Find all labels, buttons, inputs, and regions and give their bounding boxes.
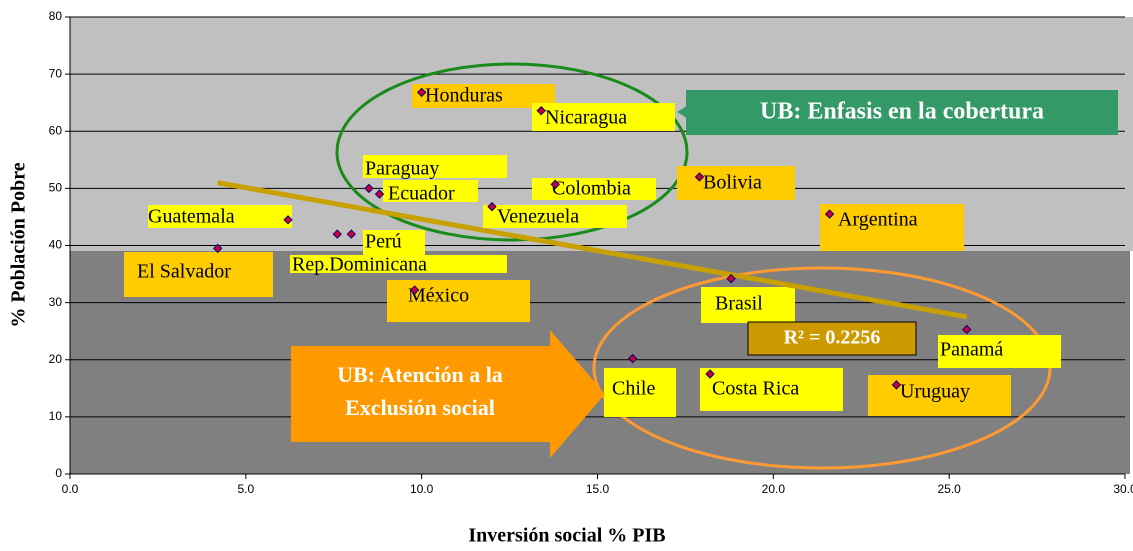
label-box xyxy=(483,205,627,228)
point-label: Colombia xyxy=(552,178,631,200)
r2-label: R² = 0.2256 xyxy=(784,327,881,349)
green-callout xyxy=(686,90,1118,135)
label-box xyxy=(532,178,656,200)
x-tick-label: 25.0 xyxy=(937,482,961,496)
point xyxy=(962,324,972,335)
label-box xyxy=(363,230,425,255)
point xyxy=(536,105,546,116)
x-tick-label: 30.0 xyxy=(1113,482,1133,496)
point xyxy=(346,229,357,239)
y-tick-label: 0 xyxy=(55,466,62,480)
point xyxy=(705,369,715,379)
point xyxy=(891,380,902,390)
point xyxy=(332,229,342,239)
label-box xyxy=(148,205,292,228)
point xyxy=(283,215,293,225)
r2-box xyxy=(747,321,917,356)
point xyxy=(364,183,374,194)
y-tick-label: 70 xyxy=(49,66,63,80)
y-tick-label: 20 xyxy=(49,352,63,366)
label-box xyxy=(383,180,478,202)
point-label: México xyxy=(408,285,469,307)
point-label: Panamá xyxy=(940,339,1003,361)
point-label: El Salvador xyxy=(137,261,231,283)
y-tick-label: 80 xyxy=(49,9,63,23)
point xyxy=(409,285,420,295)
green-ellipse xyxy=(335,62,689,242)
point-label: Bolivia xyxy=(703,172,762,194)
point xyxy=(726,273,736,284)
point xyxy=(212,243,223,254)
point xyxy=(550,179,561,190)
point-label: Nicaragua xyxy=(545,107,627,129)
x-tick-label: 0.0 xyxy=(62,482,79,496)
point xyxy=(694,172,705,182)
point-label: Venezuela xyxy=(497,206,579,228)
label-box xyxy=(868,375,1011,416)
point-label: Paraguay xyxy=(365,158,439,180)
point-label: Perú xyxy=(365,231,402,253)
trendline xyxy=(217,180,968,320)
point-label: Brasil xyxy=(715,293,763,315)
point xyxy=(374,189,385,199)
y-tick-label: 40 xyxy=(49,238,63,252)
y-tick-label: 50 xyxy=(49,181,63,195)
annotation: UB: Atención a la xyxy=(337,362,503,387)
label-box xyxy=(290,255,507,273)
label-box xyxy=(938,335,1061,368)
label-box xyxy=(532,103,675,131)
point-label: Guatemala xyxy=(148,206,235,228)
label-box xyxy=(604,368,676,417)
x-tick-label: 10.0 xyxy=(410,482,434,496)
label-box xyxy=(124,252,273,297)
point xyxy=(487,201,497,212)
label-box xyxy=(387,280,530,322)
y-tick-label: 10 xyxy=(49,409,63,423)
label-box xyxy=(412,84,555,108)
point xyxy=(416,87,427,98)
annotation: Exclusión social xyxy=(345,395,495,420)
point-label: Honduras xyxy=(425,85,503,107)
point-label: Costa Rica xyxy=(712,378,799,400)
label-box xyxy=(700,368,843,411)
point xyxy=(824,209,835,219)
green-callout-arrow xyxy=(677,100,697,124)
y-axis-label: % Población Pobre xyxy=(8,162,30,327)
label-box xyxy=(701,287,795,323)
y-tick-label: 60 xyxy=(49,123,63,137)
x-tick-label: 15.0 xyxy=(586,482,610,496)
orange-callout xyxy=(291,330,605,458)
point-label: Uruguay xyxy=(900,381,970,403)
point-label: Rep.Dominicana xyxy=(292,254,427,276)
point-label: Chile xyxy=(612,378,655,400)
point-label: Ecuador xyxy=(388,183,455,205)
label-box xyxy=(363,155,507,178)
x-tick-label: 20.0 xyxy=(762,482,786,496)
label-box xyxy=(820,204,964,251)
point-label: Argentina xyxy=(838,209,918,231)
annotation: UB: Enfasis en la cobertura xyxy=(760,99,1044,125)
x-tick-label: 5.0 xyxy=(237,482,254,496)
label-box xyxy=(677,166,795,200)
point xyxy=(627,353,638,364)
x-axis-label: Inversión social % PIB xyxy=(468,525,665,546)
y-tick-label: 30 xyxy=(49,295,63,309)
